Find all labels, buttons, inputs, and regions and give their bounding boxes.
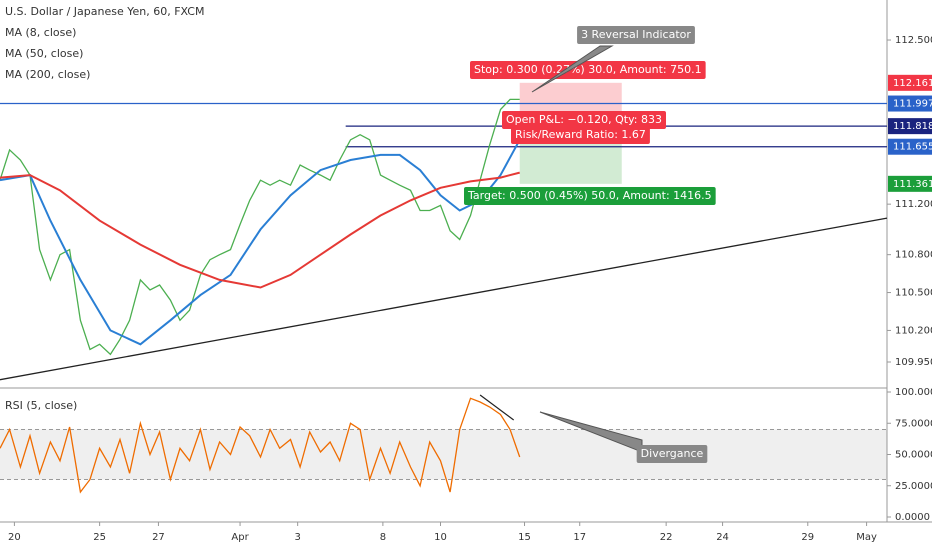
price-label-box — [888, 118, 932, 135]
y-tick-label: 111.200 — [895, 199, 932, 210]
chart-title: U.S. Dollar / Japanese Yen, 60, FXCM — [5, 5, 204, 18]
trend-line — [0, 217, 888, 381]
x-tick-label: 22 — [660, 532, 673, 543]
x-tick-label: 10 — [434, 532, 447, 543]
y-tick-label: 25.0000 — [895, 481, 932, 492]
price-label: 111.997 — [893, 99, 932, 110]
price-label: 111.818 — [893, 121, 932, 132]
pnl-label-box — [502, 111, 666, 129]
stop-label-box — [470, 61, 706, 79]
x-tick-label: May — [856, 532, 877, 543]
series-line — [0, 139, 521, 346]
rr-label-box — [511, 126, 650, 144]
y-tick-label: 0.0000 — [895, 512, 930, 523]
x-tick-label: 3 — [294, 532, 300, 543]
price-label: 112.161 — [893, 78, 932, 89]
labels: U.S. Dollar / Japanese Yen, 60, FXCM MA … — [5, 5, 932, 543]
legend-entry: MA (200, close) — [5, 68, 90, 81]
callout: Divergance — [641, 447, 704, 460]
price-label-box — [888, 175, 932, 192]
x-tick-label: 25 — [93, 532, 106, 543]
y-tick-label: 75.0000 — [895, 418, 932, 429]
divergence-line — [479, 394, 515, 421]
stop-label: Stop: 0.300 (0.27%) 30.0, Amount: 750.1 — [474, 63, 702, 76]
x-tick-label: 24 — [716, 532, 729, 543]
price-label-box — [888, 74, 932, 91]
series-line — [0, 98, 520, 356]
x-tick-label: Apr — [231, 532, 249, 543]
target-label-box — [464, 187, 716, 205]
y-tick-label: 100.0000 — [895, 387, 932, 398]
rsi-title: RSI (5, close) — [5, 399, 77, 412]
price-label: 111.655 — [893, 142, 932, 153]
y-tick-label: 50.0000 — [895, 450, 932, 461]
x-tick-label: 8 — [380, 532, 386, 543]
series-line — [0, 397, 521, 494]
y-tick-label: 110.800 — [895, 250, 932, 261]
series-line — [0, 171, 520, 289]
y-tick-label: 110.200 — [895, 325, 932, 336]
rr-label: Risk/Reward Ratio: 1.67 — [515, 128, 646, 141]
y-tick-label: 109.950 — [895, 357, 932, 368]
legend-entry: MA (50, close) — [5, 47, 83, 60]
legend-entry: MA (8, close) — [5, 26, 76, 39]
callout: 3 Reversal Indicator — [581, 28, 691, 41]
callout-box — [636, 445, 708, 463]
x-tick-label: 29 — [801, 532, 814, 543]
pnl-label: Open P&L: −0.120, Qty: 833 — [506, 113, 662, 126]
y-tick-label: 112.500 — [895, 35, 932, 46]
y-tick-label: 110.500 — [895, 288, 932, 299]
price-label-box — [888, 95, 932, 112]
x-tick-label: 27 — [152, 532, 165, 543]
target-label: Target: 0.500 (0.45%) 50.0, Amount: 1416… — [467, 189, 712, 202]
x-tick-label: 15 — [518, 532, 531, 543]
callout-pointer — [531, 45, 614, 93]
callout-box — [577, 26, 695, 44]
x-tick-label: 17 — [573, 532, 586, 543]
price-label: 111.361 — [893, 179, 932, 190]
x-tick-label: 20 — [8, 532, 21, 543]
price-label-box — [888, 138, 932, 155]
